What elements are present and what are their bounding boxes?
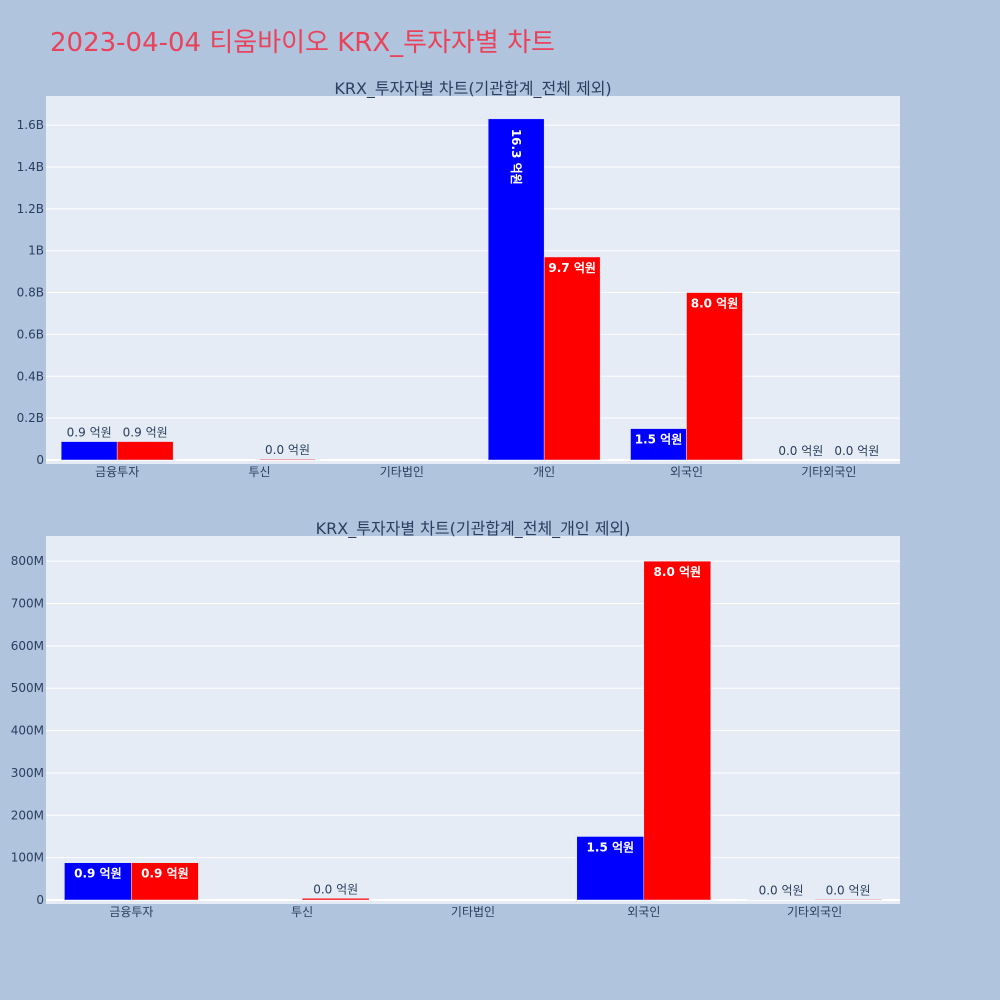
y-tick-label: 200M bbox=[11, 808, 44, 822]
chart-investor-excl-individual: 0 100M 200M 300M 400M 500M 600M 700M 800M KRX_투자자… bbox=[11, 519, 900, 919]
x-tick-label: 투신 bbox=[248, 465, 270, 479]
y-tick-label: 1.6B bbox=[17, 118, 44, 132]
data-label: 8.0 억원 bbox=[691, 297, 739, 311]
y-tick-label: 1.2B bbox=[17, 202, 44, 216]
data-label: 9.7 억원 bbox=[548, 261, 596, 275]
y-tick-label: 0.8B bbox=[17, 286, 44, 300]
data-label: 0.0 억원 bbox=[826, 883, 871, 897]
x-tick-label: 외국인 bbox=[627, 905, 660, 919]
plot-area bbox=[46, 96, 900, 464]
x-tick-label: 외국인 bbox=[670, 465, 703, 479]
chart-title: KRX_투자자별 차트(기관합계_전체 제외) bbox=[334, 79, 611, 99]
bar bbox=[576, 836, 645, 901]
y-tick-label: 600M bbox=[11, 639, 44, 653]
x-tick-label: 기타외국인 bbox=[787, 905, 842, 919]
bar bbox=[60, 441, 118, 461]
x-tick-label: 금융투자 bbox=[95, 465, 139, 479]
bar bbox=[487, 118, 545, 461]
data-label: 16.3 억원 bbox=[509, 129, 523, 185]
x-tick-label: 투신 bbox=[291, 905, 313, 919]
data-label: 0.9 억원 bbox=[123, 426, 168, 440]
y-tick-label: 700M bbox=[11, 597, 44, 611]
bar bbox=[543, 256, 601, 461]
data-label: 0.0 억원 bbox=[759, 883, 804, 897]
y-tick-label: 1.4B bbox=[17, 160, 44, 174]
bar bbox=[116, 441, 174, 461]
data-label: 0.9 억원 bbox=[141, 867, 189, 881]
y-tick-label: 0.2B bbox=[17, 411, 44, 425]
data-label: 0.9 억원 bbox=[74, 867, 122, 881]
data-label: 0.0 억원 bbox=[313, 882, 358, 896]
data-label: 0.0 억원 bbox=[834, 444, 879, 458]
y-tick-label: 0 bbox=[36, 893, 44, 907]
y-tick-label: 0.4B bbox=[17, 369, 44, 383]
x-tick-label: 개인 bbox=[533, 465, 555, 479]
data-label: 0.0 억원 bbox=[778, 444, 823, 458]
x-tick-label: 금융투자 bbox=[109, 905, 153, 919]
chart-investor-all: 0 0.2B 0.4B 0.6B 0.8B 1B 1.2B 1.4B 1.6B KRX_투자자별 … bbox=[17, 79, 900, 479]
bar bbox=[259, 458, 316, 461]
bar bbox=[814, 899, 882, 901]
x-tick-label: 기타법인 bbox=[380, 465, 424, 479]
data-label: 1.5 억원 bbox=[587, 840, 635, 854]
bar bbox=[64, 862, 132, 901]
bar bbox=[643, 560, 712, 901]
y-tick-label: 400M bbox=[11, 724, 44, 738]
y-tick-label: 100M bbox=[11, 851, 44, 865]
bar bbox=[301, 898, 370, 901]
y-tick-label: 800M bbox=[11, 554, 44, 568]
data-label: 0.0 억원 bbox=[265, 443, 310, 457]
chart-title: KRX_투자자별 차트(기관합계_전체_개인 제외) bbox=[316, 519, 631, 539]
bar bbox=[630, 428, 687, 461]
y-tick-label: 300M bbox=[11, 766, 44, 780]
x-tick-label: 기타외국인 bbox=[801, 465, 856, 479]
bar bbox=[686, 292, 743, 461]
page-title: 2023-04-04 티움바이오 KRX_투자자별 차트 bbox=[50, 28, 555, 58]
y-tick-label: 0 bbox=[36, 453, 44, 467]
data-label: 8.0 억원 bbox=[654, 565, 702, 579]
data-label: 1.5 억원 bbox=[635, 433, 683, 447]
plot-area bbox=[46, 536, 900, 904]
y-tick-label: 500M bbox=[11, 681, 44, 695]
y-tick-label: 1B bbox=[28, 244, 44, 258]
bar bbox=[131, 862, 199, 901]
y-tick-label: 0.6B bbox=[17, 327, 44, 341]
bar bbox=[747, 899, 815, 901]
x-tick-label: 기타법인 bbox=[451, 905, 495, 919]
data-label: 0.9 억원 bbox=[67, 426, 112, 440]
